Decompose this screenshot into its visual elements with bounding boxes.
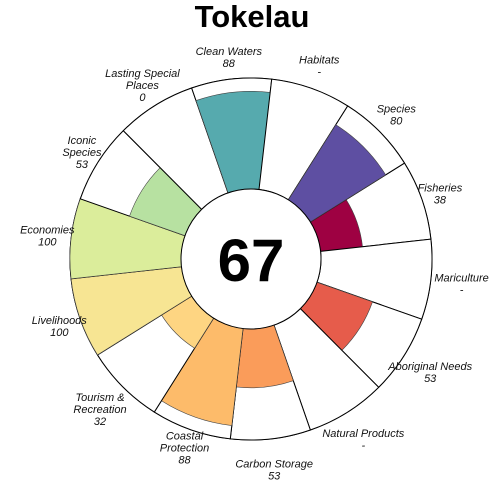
petal-name-carbon-storage: Carbon Storage (235, 459, 313, 471)
petal-score-aboriginal-needs: 53 (424, 373, 437, 385)
petal-score-lasting-special-places: 0 (139, 92, 146, 104)
petal-name-iconic-species: Species (62, 147, 102, 159)
petal-score-fisheries: 38 (434, 194, 447, 206)
petal-label-mariculture: Mariculture - (434, 272, 488, 296)
center-score: 67 (218, 227, 285, 294)
petal-name-coastal-protection: Protection (160, 443, 210, 455)
petal-name-aboriginal-needs: Aboriginal Needs (387, 361, 472, 373)
petal-score-habitats: - (317, 67, 321, 79)
petal-name-lasting-special-places: Lasting Special (105, 68, 180, 80)
petal-label-iconic-species: Iconic Species 53 (62, 135, 102, 171)
petal-name-lasting-special-places: Places (126, 80, 160, 92)
petal-name-fisheries: Fisheries (418, 182, 463, 194)
petal-label-fisheries: Fisheries 38 (418, 182, 463, 206)
petal-score-livelihoods: 100 (50, 327, 69, 339)
petal-name-natural-products: Natural Products (322, 428, 404, 440)
petal-label-clean-waters: Clean Waters 88 (196, 46, 263, 70)
petal-score-mariculture: - (460, 284, 464, 296)
petal-label-livelihoods: Livelihoods 100 (32, 315, 88, 339)
petal-name-iconic-species: Iconic (68, 135, 97, 147)
petal-label-economies: Economies 100 (20, 225, 75, 249)
petal-name-mariculture: Mariculture (434, 272, 488, 284)
petal-score-species: 80 (390, 115, 403, 127)
petal-name-species: Species (377, 103, 417, 115)
petal-label-habitats: Habitats - (299, 55, 340, 79)
petal-score-iconic-species: 53 (76, 159, 89, 171)
petal-score-economies: 100 (38, 237, 57, 249)
petal-label-carbon-storage: Carbon Storage 53 (235, 459, 313, 483)
petal-layer (69, 77, 433, 441)
petal-name-tourism-recreation: Recreation (73, 404, 126, 416)
petal-name-coastal-protection: Coastal (166, 431, 204, 443)
petal-label-tourism-recreation: Tourism & Recreation 32 (73, 392, 126, 428)
petal-label-species: Species 80 (377, 103, 417, 127)
petal-label-natural-products: Natural Products - (322, 428, 404, 452)
petal-score-natural-products: - (361, 440, 365, 452)
petal-name-livelihoods: Livelihoods (32, 315, 88, 327)
petal-score-clean-waters: 88 (223, 58, 236, 70)
petal-score-coastal-protection: 88 (178, 455, 191, 467)
petal-name-economies: Economies (20, 225, 75, 237)
petal-score-tourism-recreation: 32 (94, 416, 106, 428)
chart-title: Tokelau (195, 0, 310, 34)
petal-label-aboriginal-needs: Aboriginal Needs 53 (387, 361, 472, 385)
petal-name-clean-waters: Clean Waters (196, 46, 263, 58)
petal-label-coastal-protection: Coastal Protection 88 (160, 431, 210, 467)
petal-name-tourism-recreation: Tourism & (75, 392, 124, 404)
petal-name-habitats: Habitats (299, 55, 340, 67)
petal-label-lasting-special-places: Lasting Special Places 0 (105, 68, 180, 104)
center-circle (180, 188, 322, 330)
petal-score-carbon-storage: 53 (268, 471, 281, 483)
